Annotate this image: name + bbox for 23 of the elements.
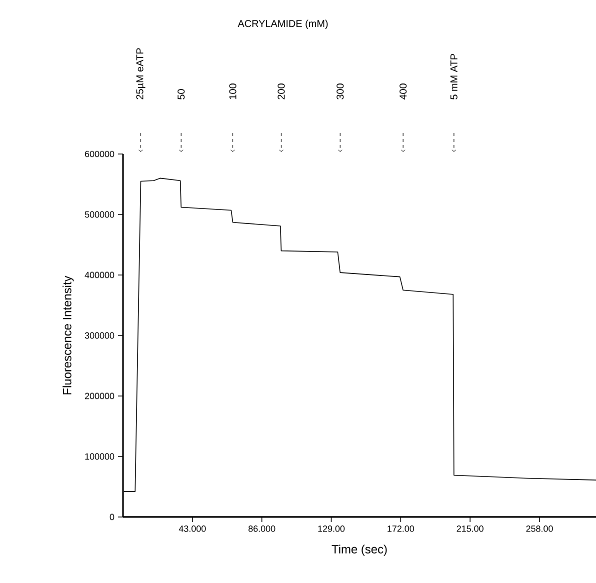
text: 200 (278, 84, 285, 100)
y-tick-label: 200000 (85, 392, 114, 400)
y-axis-title: Fluorescence Intensity (62, 276, 74, 394)
y-tick-label: 600000 (85, 150, 114, 158)
y-tick-label: 300000 (84, 332, 114, 339)
chart-title: ACRYLAMIDE (mM) (238, 20, 328, 30)
text: 400 (400, 84, 407, 100)
text: 25µM eATP (136, 48, 146, 100)
text: 5 mM ATP (450, 54, 458, 100)
x-tick-label: 86.000 (248, 526, 276, 532)
y-tick-label: 400000 (84, 272, 114, 278)
x-axis-title: Time (sec) (332, 544, 387, 556)
x-tick-label: 215.00 (456, 526, 484, 532)
x-tick-label: 129.00 (318, 526, 345, 532)
y-tick-label: 100000 (85, 453, 114, 460)
x-tick-label: 172.00 (388, 526, 414, 532)
x-tick-label: 43.000 (178, 526, 206, 532)
text: 300 (336, 84, 344, 100)
y-tick-label: 500000 (84, 211, 114, 218)
y-tick-label: 0 (110, 514, 114, 520)
x-tick-label: 258.00 (526, 526, 553, 532)
text: 100 (229, 84, 236, 100)
text: 50 (178, 89, 185, 100)
